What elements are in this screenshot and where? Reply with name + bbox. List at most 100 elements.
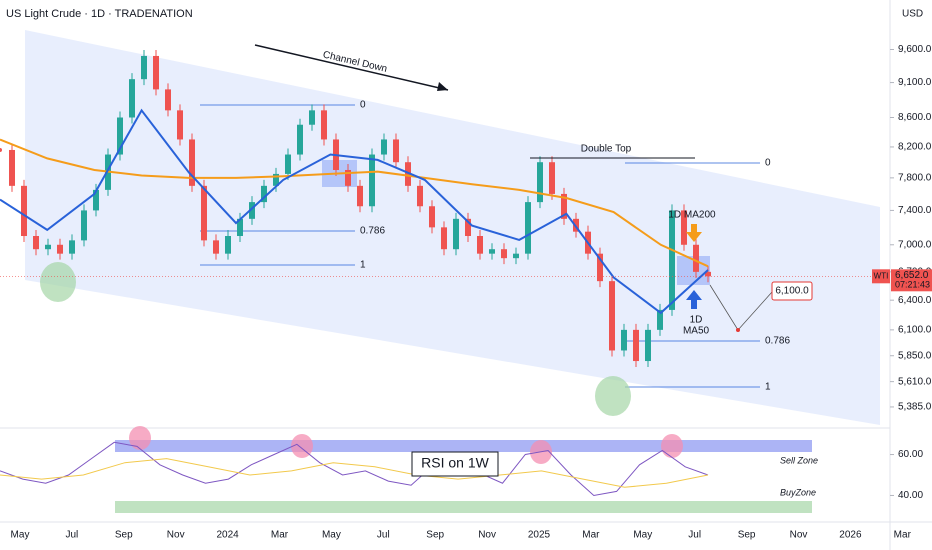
x-tick-label: Mar	[894, 530, 912, 541]
fib-label: 0	[360, 100, 366, 111]
x-tick-label: Mar	[582, 530, 600, 541]
x-tick-label: 2026	[839, 530, 862, 541]
zone-label: Sell Zone	[780, 455, 818, 465]
rsi-line	[0, 441, 709, 497]
candle	[285, 154, 291, 174]
candle	[33, 236, 39, 250]
x-tick-label: 2025	[528, 530, 551, 541]
y-tick-label: 60.00	[898, 449, 923, 460]
candle	[705, 271, 711, 277]
annotation: MA50	[683, 326, 710, 337]
arrow	[686, 290, 702, 309]
zone-label: BuyZone	[780, 487, 816, 497]
symbol-tag	[872, 269, 890, 284]
candle	[237, 218, 243, 237]
y-tick-label: 7,400.0	[898, 205, 932, 216]
candle	[177, 110, 183, 140]
x-tick-label: May	[322, 530, 341, 541]
target-dot	[736, 328, 740, 332]
candle	[21, 185, 27, 237]
candle	[249, 202, 255, 219]
rsi-title-box	[411, 451, 499, 477]
x-tick-label: Sep	[426, 530, 444, 541]
fib-label: 0.786	[765, 336, 790, 347]
fib-label: 0.786	[360, 226, 385, 237]
candle	[417, 185, 423, 207]
low-circle	[595, 376, 631, 416]
candle	[525, 202, 531, 254]
price-tag-label: 6,652.0	[895, 270, 929, 281]
annotation: 1D MA200	[668, 210, 716, 221]
x-tick-label: Sep	[115, 530, 133, 541]
candle	[669, 210, 675, 310]
arrow	[254, 44, 449, 91]
fib-label: 1	[360, 260, 366, 271]
candle	[537, 162, 543, 203]
y-tick-label: 7,800.0	[898, 173, 932, 184]
candle	[657, 309, 663, 330]
candle	[153, 55, 159, 90]
low-circle	[40, 262, 76, 302]
fib-label: 0	[765, 158, 771, 169]
title: US Light Crude · 1D · TRADENATION	[6, 8, 193, 20]
x-tick-label: Sep	[738, 530, 756, 541]
candle	[441, 227, 447, 250]
candle	[81, 210, 87, 241]
candle	[465, 218, 471, 237]
y-tick-label: 7,000.0	[898, 239, 932, 250]
x-tick-label: Jul	[377, 530, 390, 541]
candle	[141, 55, 147, 80]
peak-circle	[291, 434, 313, 458]
candle	[261, 185, 267, 203]
rsi-title: RSI on 1W	[421, 455, 489, 471]
arrow	[686, 224, 702, 242]
moving-average	[0, 138, 709, 268]
candle	[57, 244, 63, 254]
moving-average	[0, 108, 709, 315]
price-tag	[891, 269, 932, 292]
candle	[201, 185, 207, 241]
x-tick-label: Mar	[271, 530, 289, 541]
candle	[381, 139, 387, 155]
candle	[93, 189, 99, 211]
candle	[117, 117, 123, 155]
annotation: 1D	[690, 315, 703, 326]
peak-circle	[129, 426, 151, 450]
candle	[213, 240, 219, 254]
x-tick-label: Nov	[478, 530, 496, 541]
target-box	[771, 281, 813, 301]
x-tick-label: May	[11, 530, 30, 541]
candle	[369, 154, 375, 207]
candle	[477, 236, 483, 254]
candle	[45, 244, 51, 250]
y-tick-label: 8,600.0	[898, 112, 932, 123]
x-tick-label: Nov	[790, 530, 808, 541]
candle	[681, 210, 687, 245]
target-label: 6,100.0	[775, 286, 809, 297]
candle	[0, 147, 2, 152]
candle	[561, 193, 567, 219]
candle	[645, 329, 651, 362]
x-tick-label: May	[633, 530, 652, 541]
y-tick-label: 5,850.0	[898, 350, 932, 361]
candle	[633, 329, 639, 362]
countdown: 07:21:43	[895, 280, 930, 290]
candle	[405, 162, 411, 186]
candle	[501, 249, 507, 259]
symbol-tag-label: WTI	[874, 271, 889, 280]
y-tick-label: 6,100.0	[898, 325, 932, 336]
annotation: Double Top	[581, 144, 632, 155]
candle	[621, 329, 627, 351]
x-tick-label: Jul	[66, 530, 79, 541]
candle	[393, 139, 399, 163]
candle	[345, 169, 351, 186]
arrow-head	[437, 82, 448, 91]
x-tick-label: Jul	[688, 530, 701, 541]
candle	[189, 139, 195, 186]
candle	[9, 149, 15, 186]
sell-zone	[115, 440, 812, 452]
channel	[25, 30, 880, 425]
candle	[273, 173, 279, 186]
x-tick-label: 2024	[216, 530, 239, 541]
